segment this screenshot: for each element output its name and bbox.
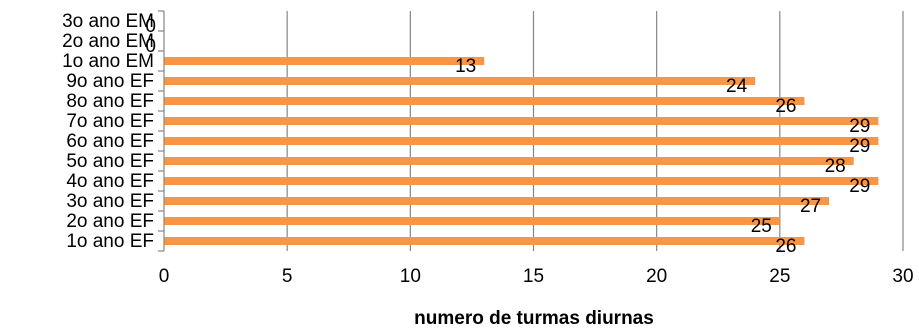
- category-label: 6o ano EF: [66, 131, 154, 152]
- bar: [164, 217, 780, 225]
- data-label: 25: [751, 216, 772, 237]
- bar: [164, 177, 879, 185]
- x-tick-label: 5: [282, 266, 293, 287]
- x-tick-label: 10: [400, 266, 421, 287]
- category-label: 4o ano EF: [66, 171, 154, 192]
- category-label: 9o ano EF: [66, 71, 154, 92]
- category-label: 5o ano EF: [66, 151, 154, 172]
- bars: [164, 57, 879, 245]
- category-label: 8o ano EF: [66, 91, 154, 112]
- data-label: 29: [849, 176, 870, 197]
- bar: [164, 197, 830, 205]
- bar: [164, 237, 805, 245]
- x-tick-label: 20: [646, 266, 667, 287]
- gridlines: [286, 11, 904, 251]
- x-tick-label: 25: [769, 266, 790, 287]
- bar: [164, 57, 485, 65]
- category-label: 3o ano EM: [62, 11, 154, 32]
- category-label: 3o ano EF: [66, 191, 154, 212]
- x-tick-label: 30: [892, 266, 913, 287]
- x-tick-labels: 0 5 10 15 20 25 30: [159, 266, 914, 287]
- data-label: 26: [775, 236, 796, 257]
- bar: [164, 77, 756, 85]
- data-label: 0: [145, 36, 156, 57]
- bar: [164, 137, 879, 145]
- category-label: 2o ano EM: [62, 31, 154, 52]
- data-label: 27: [800, 196, 821, 217]
- x-axis-title: numero de turmas diurnas: [414, 308, 654, 329]
- category-label: 1o ano EM: [62, 51, 154, 72]
- y-axis: [158, 10, 165, 252]
- x-tick-label: 15: [523, 266, 544, 287]
- category-label: 1o ano EF: [66, 231, 154, 252]
- data-label: 0: [145, 16, 156, 37]
- data-label: 29: [849, 136, 870, 157]
- bar: [164, 97, 805, 105]
- x-tick-label: 0: [159, 266, 170, 287]
- data-label: 13: [455, 56, 476, 77]
- bar: [164, 157, 854, 165]
- category-label: 2o ano EF: [66, 211, 154, 232]
- category-label: 7o ano EF: [66, 111, 154, 132]
- bar: [164, 117, 879, 125]
- data-label: 28: [825, 156, 846, 177]
- data-label: 24: [726, 76, 748, 97]
- data-label: 29: [849, 116, 870, 137]
- data-label: 26: [775, 96, 796, 117]
